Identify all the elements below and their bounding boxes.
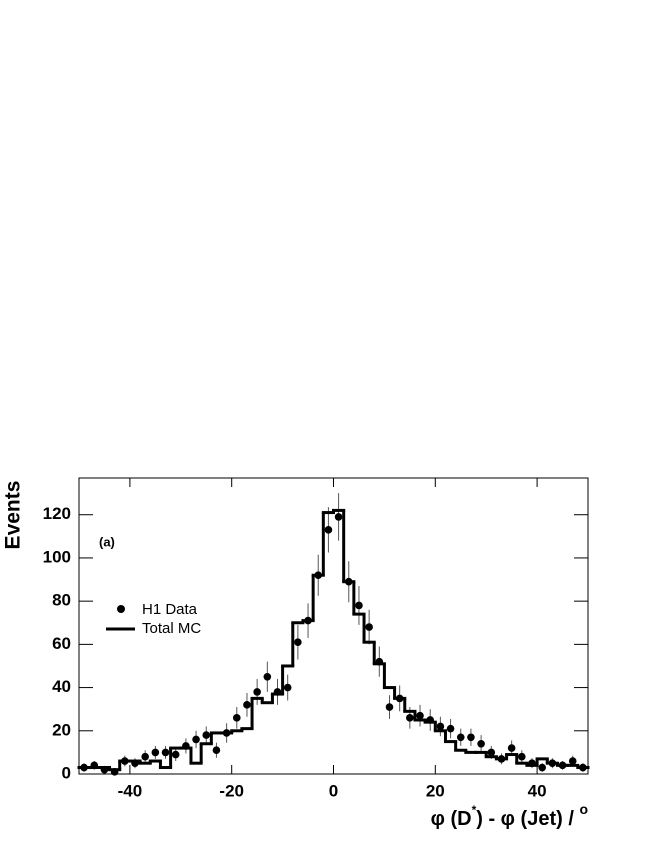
data-point <box>355 601 363 610</box>
data-point <box>324 526 333 534</box>
y-tick-label: 60 <box>52 634 71 653</box>
data-point <box>212 746 221 755</box>
data-point <box>161 748 170 757</box>
legend-label: Total MC <box>142 620 201 637</box>
y-tick-label: 0 <box>62 763 71 782</box>
data-point <box>487 748 496 757</box>
data-point <box>294 638 302 647</box>
x-tick-label: -40 <box>118 781 143 800</box>
annotation: (a) <box>99 534 115 549</box>
data-point <box>365 623 373 631</box>
y-tick-label: 120 <box>43 504 71 523</box>
x-tick-label: 20 <box>426 781 445 800</box>
data-point <box>232 714 241 722</box>
x-title-part: * <box>472 803 477 817</box>
x-title-part: φ (D <box>431 808 472 830</box>
data-point <box>436 722 445 731</box>
data-point <box>416 711 424 720</box>
data-point <box>253 688 261 696</box>
legend-label: H1 Data <box>142 601 198 618</box>
data-point <box>467 733 475 742</box>
data-point <box>263 672 272 681</box>
data-point <box>538 763 546 772</box>
data-point <box>518 752 526 761</box>
data-point <box>477 739 485 748</box>
data-point <box>171 750 180 759</box>
data-point <box>141 752 149 761</box>
data-point <box>202 731 211 739</box>
data-point <box>456 733 465 742</box>
y-axis-title: Events <box>2 481 25 550</box>
x-title-part: o <box>579 801 588 817</box>
data-point <box>507 744 516 752</box>
y-tick-label: 40 <box>52 677 71 696</box>
data-point <box>192 735 200 744</box>
data-point <box>243 701 251 709</box>
x-tick-label: -20 <box>219 781 244 800</box>
data-point <box>151 748 160 757</box>
data-point <box>385 703 394 711</box>
data-point <box>334 513 343 521</box>
y-tick-label: 80 <box>52 591 71 610</box>
y-tick-label: 20 <box>52 720 71 739</box>
data-point <box>568 757 577 765</box>
x-title-part: ) - φ (Jet) / <box>476 808 579 830</box>
legend-marker <box>117 605 125 613</box>
data-point <box>283 683 292 692</box>
x-axis-title: φ (D*) - φ (Jet) / o <box>431 801 588 831</box>
y-tick-label: 100 <box>43 547 71 566</box>
data-point <box>406 714 414 722</box>
x-tick-label: 40 <box>528 781 547 800</box>
data-point <box>446 724 455 733</box>
x-tick-label: 0 <box>329 781 338 800</box>
